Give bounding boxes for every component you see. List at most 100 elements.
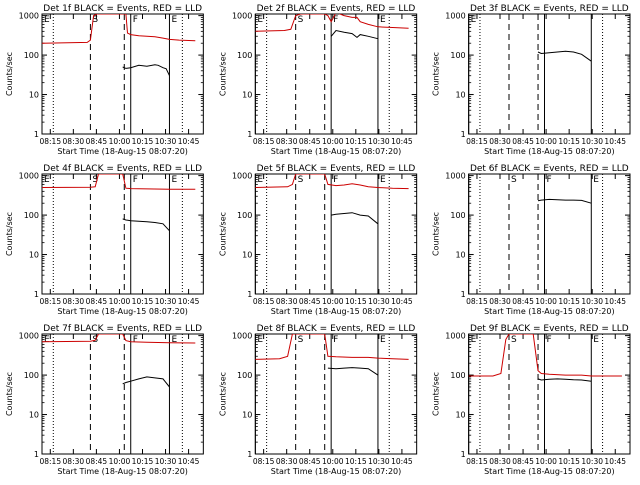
y-tick-label: 1 [247,130,252,139]
x-tick-label: 08:30 [63,457,85,466]
time-marker-label: E [171,335,177,345]
y-tick-label: 10 [29,91,39,100]
y-axis-label: Counts/sec [5,212,14,256]
time-marker-label: S [298,15,304,25]
panel-title: Det 2f BLACK = Events, RED = LLD [257,4,416,14]
x-axis-label: Start Time (18-Aug-15 08:07:20) [271,307,402,316]
time-marker-label: E [257,335,263,345]
time-marker-label: F [133,175,138,185]
lld-series-line [42,334,196,344]
x-tick-label: 10:45 [391,457,413,466]
x-tick-label: 10:30 [581,137,603,146]
lld-series-line [255,14,409,32]
time-marker-label: E [44,335,50,345]
panel-title: Det 5f BLACK = Events, RED = LLD [257,164,416,174]
y-tick-label: 10 [29,251,39,260]
y-tick-label: 1 [34,450,39,459]
x-tick-label: 10:30 [368,297,390,306]
x-tick-label: 10:15 [345,137,367,146]
events-series-line [330,29,379,40]
time-marker-label: F [333,335,338,345]
x-tick-label: 10:15 [132,137,154,146]
time-marker-label: E [171,15,177,25]
x-tick-label: 08:30 [489,457,511,466]
x-tick-label: 10:00 [322,457,344,466]
y-tick-label: 10 [455,251,465,260]
panel-title: Det 6f BLACK = Events, RED = LLD [470,164,629,174]
x-tick-label: 10:15 [558,297,580,306]
x-tick-label: 10:45 [178,297,200,306]
x-tick-label: 08:15 [466,457,488,466]
time-marker-label: E [380,15,386,25]
time-marker-label: E [44,175,50,185]
events-series-line [537,198,592,204]
time-marker-label: F [133,15,138,25]
y-tick-label: 100 [24,51,39,60]
time-marker-label: F [333,15,338,25]
x-tick-label: 10:30 [581,297,603,306]
time-marker-label: E [380,335,386,345]
events-series-line [537,378,592,382]
x-tick-label: 10:00 [109,137,131,146]
x-tick-label: 10:00 [535,457,557,466]
y-tick-label: 10 [455,91,465,100]
detector-panel: Det 3f BLACK = Events, RED = LLD 1 10 100 10… [432,4,631,156]
y-tick-label: 100 [450,211,465,220]
plot-frame [254,13,418,135]
time-marker-label: E [257,175,263,185]
y-axis-label: Counts/sec [5,372,14,416]
x-tick-label: 08:15 [466,137,488,146]
x-tick-label: 08:30 [276,297,298,306]
x-tick-label: 08:45 [299,137,321,146]
panel-title: Det 8f BLACK = Events, RED = LLD [257,324,416,334]
x-tick-label: 08:45 [299,457,321,466]
y-tick-label: 1 [461,130,466,139]
y-tick-label: 100 [450,51,465,60]
x-tick-label: 08:45 [512,297,534,306]
y-tick-label: 10 [29,411,39,420]
y-tick-label: 100 [24,371,39,380]
x-tick-label: 10:15 [132,457,154,466]
x-tick-label: 10:30 [155,457,177,466]
lld-series-line [468,334,622,377]
x-tick-label: 10:00 [535,297,557,306]
time-marker-label: F [333,175,338,185]
x-tick-label: 08:15 [253,297,275,306]
y-tick-label: 1000 [232,172,252,181]
detector-panel: Det 5f BLACK = Events, RED = LLD 1 10 100 10… [218,164,418,316]
x-tick-label: 08:30 [489,297,511,306]
plot-frame [468,333,631,455]
y-tick-label: 10 [242,411,252,420]
x-tick-label: 08:15 [466,297,488,306]
x-tick-label: 08:45 [86,457,108,466]
y-tick-label: 1 [34,290,39,299]
lld-series-line [255,334,409,360]
y-tick-label: 100 [450,371,465,380]
y-axis-label: Counts/sec [5,52,14,96]
x-tick-label: 10:00 [322,137,344,146]
x-axis-label: Start Time (18-Aug-15 08:07:20) [271,467,402,476]
detector-panel: Det 7f BLACK = Events, RED = LLD 1 10 100 10… [5,324,204,476]
x-tick-label: 08:45 [512,137,534,146]
x-tick-label: 08:45 [86,137,108,146]
x-tick-label: 08:15 [39,297,61,306]
y-tick-label: 1000 [445,172,465,181]
x-tick-label: 08:45 [512,457,534,466]
x-axis-label: Start Time (18-Aug-15 08:07:20) [484,307,615,316]
y-tick-label: 100 [24,211,39,220]
time-marker-label: E [471,15,477,25]
y-tick-label: 1000 [445,332,465,341]
x-tick-label: 08:30 [276,137,298,146]
detector-panel: Det 9f BLACK = Events, RED = LLD 1 10 100 10… [432,324,631,476]
y-tick-label: 100 [237,51,252,60]
x-tick-label: 10:15 [132,297,154,306]
y-tick-label: 10 [242,91,252,100]
events-series-line [331,212,379,225]
x-tick-label: 10:15 [558,137,580,146]
plot-frame [41,13,204,135]
plot-frame [41,173,204,295]
y-tick-label: 1 [34,130,39,139]
x-tick-label: 10:45 [178,137,200,146]
y-tick-label: 100 [237,371,252,380]
time-marker-label: S [511,175,517,185]
